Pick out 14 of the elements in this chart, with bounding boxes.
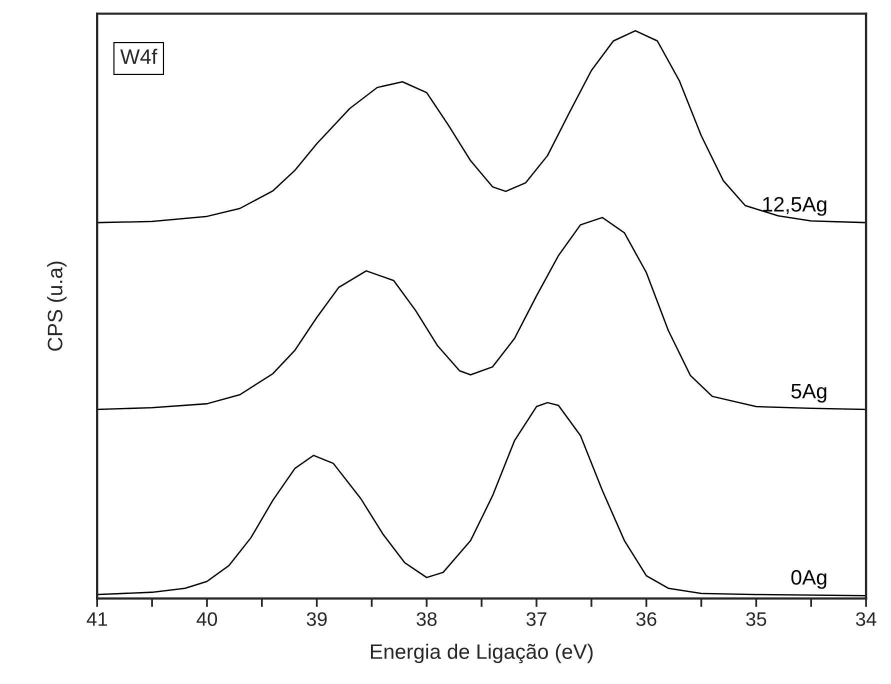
x-tick-label: 40	[196, 612, 218, 626]
series-label: 12,5Ag	[763, 196, 826, 216]
y-axis-title: CPS (u.a)	[47, 262, 67, 351]
x-tick-label: 38	[416, 612, 437, 626]
x-tick-label: 35	[746, 612, 766, 626]
annotation: W4f	[120, 48, 158, 64]
x-axis-title: Energia de Ligação (eV)	[370, 644, 593, 664]
x-tick-label: 37	[526, 612, 546, 626]
series-label: 5Ag	[791, 384, 826, 403]
x-tick-label: 34	[856, 612, 876, 626]
series-label: 0Ag	[791, 570, 826, 589]
x-tick-label: 39	[306, 612, 327, 626]
x-tick-label: 36	[636, 612, 656, 626]
x-tick-label: 41	[86, 612, 107, 626]
